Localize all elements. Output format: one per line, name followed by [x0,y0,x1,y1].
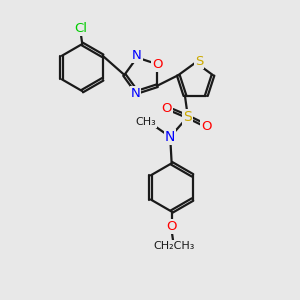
Text: Cl: Cl [74,22,87,35]
Text: O: O [152,58,163,71]
Text: N: N [132,49,142,62]
Text: CH₃: CH₃ [135,117,156,127]
Text: O: O [167,220,177,233]
Text: S: S [184,110,192,124]
Text: N: N [165,130,175,144]
Text: O: O [161,102,172,115]
Text: O: O [201,120,212,133]
Text: N: N [131,87,140,100]
Text: CH₂CH₃: CH₂CH₃ [153,241,195,251]
Text: S: S [195,55,203,68]
